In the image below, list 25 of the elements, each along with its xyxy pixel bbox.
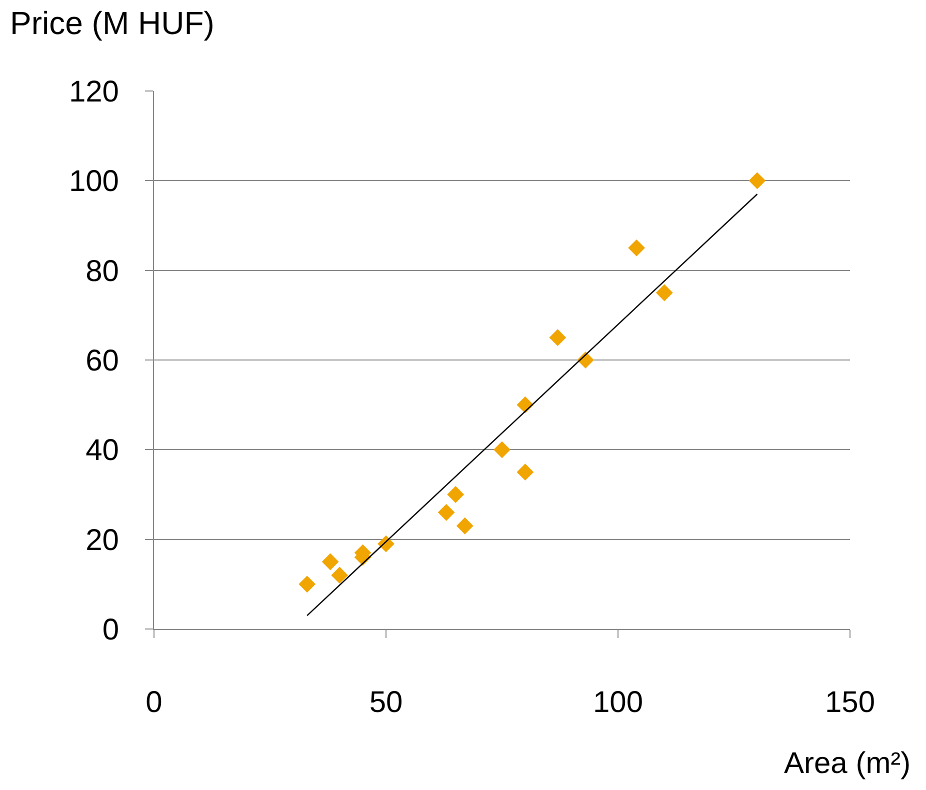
point [549, 329, 566, 346]
point [298, 576, 316, 593]
x-tick-label: 100 [592, 686, 644, 719]
point [447, 486, 464, 503]
point [456, 517, 474, 534]
point [494, 441, 510, 458]
point [656, 284, 673, 302]
x-axis-title: Area (m²) [784, 747, 911, 780]
x-tick-label: 0 [146, 686, 162, 719]
y-tick-label: 0 [102, 614, 119, 646]
y-axis-title: Price (M HUF) [10, 5, 214, 41]
point [438, 504, 455, 521]
y-tick-label: 80 [86, 254, 119, 288]
point [322, 553, 339, 570]
point [628, 239, 646, 256]
y-tick-label: 100 [68, 165, 119, 198]
y-tick-label: 60 [86, 344, 119, 378]
y-tick-label: 120 [68, 76, 119, 108]
point [331, 566, 348, 584]
point [748, 172, 766, 190]
x-tick-label: 150 [824, 686, 876, 719]
point [516, 464, 534, 481]
y-tick-label: 40 [86, 434, 119, 468]
x-tick-label: 50 [369, 686, 403, 719]
y-tick-label: 20 [86, 524, 119, 557]
